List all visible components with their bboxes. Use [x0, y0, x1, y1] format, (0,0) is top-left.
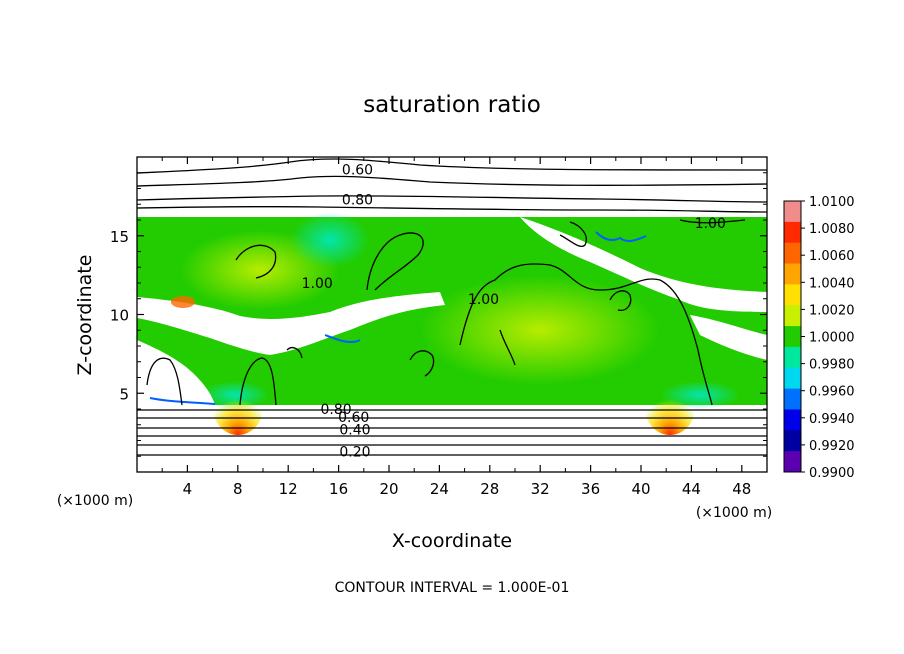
- high-saturation-spot: [212, 375, 264, 435]
- x-axis-label: X-coordinate: [392, 530, 512, 552]
- y-axis-label: Z-coordinate: [74, 255, 96, 376]
- colorbar-swatch: [784, 409, 801, 431]
- contours-upper: [137, 158, 767, 213]
- colorbar-swatch: [784, 284, 801, 306]
- contour-label: 0.40: [339, 422, 370, 438]
- colorbar-label: 1.0000: [809, 331, 855, 346]
- low-saturation-edge: [149, 397, 216, 405]
- x-tick-label: 44: [682, 480, 701, 498]
- plot-area: [137, 158, 767, 456]
- x-tick-label: 48: [732, 480, 751, 498]
- subsaturated-band: [690, 315, 767, 360]
- x-tick-label: 4: [183, 480, 193, 498]
- colorbar-swatch: [784, 221, 801, 244]
- y-tick-label: 10: [110, 307, 129, 325]
- colorbar-swatch: [784, 242, 801, 265]
- contour-label: 1.00: [468, 292, 499, 308]
- subsaturated-band: [520, 217, 767, 312]
- contour-interval-note: CONTOUR INTERVAL = 1.000E-01: [335, 580, 570, 596]
- contour-label: 0.60: [342, 163, 373, 179]
- colorbar-label: 0.9900: [809, 466, 855, 481]
- high-saturation-spot: [171, 296, 195, 308]
- warm-region: [420, 275, 660, 385]
- colorbar-label: 1.0060: [809, 249, 855, 264]
- colorbar-label: 0.9980: [809, 358, 855, 373]
- cyan-region: [290, 212, 370, 268]
- y-tick-label: 15: [110, 228, 129, 246]
- colorbar-label: 1.0020: [809, 303, 855, 318]
- x-tick-label: 36: [581, 480, 600, 498]
- contour-labels: 0.600.801.001.001.000.800.600.400.20: [302, 163, 726, 461]
- x-tick-label: 24: [430, 480, 449, 498]
- contours-lower: [137, 409, 767, 456]
- x-tick-label: 40: [631, 480, 650, 498]
- y-axis: 5 10 15: [110, 172, 767, 457]
- high-saturation-spot: [644, 375, 696, 435]
- low-saturation-edge: [595, 231, 647, 243]
- y-tick-label: 5: [119, 385, 129, 403]
- x-tick-label: 32: [531, 480, 550, 498]
- contour-label: 0.20: [339, 445, 370, 461]
- colorbar-swatch: [784, 201, 801, 223]
- colorbar-swatch: [784, 346, 801, 369]
- x-axis: 4 8 12 16 20 24 28 32 36 40 44 48: [161, 157, 751, 498]
- x-unit-label: (×1000 m): [696, 505, 772, 521]
- colorbar-swatch: [784, 430, 801, 452]
- colorbar-swatch: [784, 388, 801, 410]
- x-tick-label: 20: [379, 480, 398, 498]
- colorbar-label: 1.0100: [809, 195, 855, 210]
- x-tick-label: 8: [233, 480, 243, 498]
- subsaturated-band: [137, 292, 445, 355]
- colorbar-swatch: [784, 326, 801, 348]
- colorbar-label: 1.0040: [809, 276, 855, 291]
- low-saturation-edge: [324, 334, 361, 344]
- x-tick-label: 16: [329, 480, 348, 498]
- colorbar-swatch: [784, 367, 801, 390]
- colorbar-label: 0.9940: [809, 412, 855, 427]
- z-unit-label: (×1000 m): [57, 493, 133, 509]
- chart-title: saturation ratio: [363, 92, 541, 118]
- colorbar-swatch: [784, 305, 801, 327]
- contour-label: 1.00: [302, 276, 333, 292]
- colorbar-label: 0.9960: [809, 385, 855, 400]
- colorbar-label: 0.9920: [809, 439, 855, 454]
- colorbar-swatch: [784, 263, 801, 285]
- colorbar-swatch: [784, 451, 801, 473]
- contour-label: 1.00: [695, 216, 726, 232]
- contour-label: 0.80: [320, 402, 351, 418]
- contour-label: 0.60: [338, 410, 369, 426]
- contours-saturated: [146, 219, 746, 406]
- contour-label: 0.80: [342, 193, 373, 209]
- x-tick-label: 28: [480, 480, 499, 498]
- colorbar: 1.0100 1.0080 1.0060 1.0040 1.0020 1.0000 0.99…: [783, 195, 855, 481]
- colorbar-label: 1.0080: [809, 222, 855, 237]
- x-tick-label: 12: [279, 480, 298, 498]
